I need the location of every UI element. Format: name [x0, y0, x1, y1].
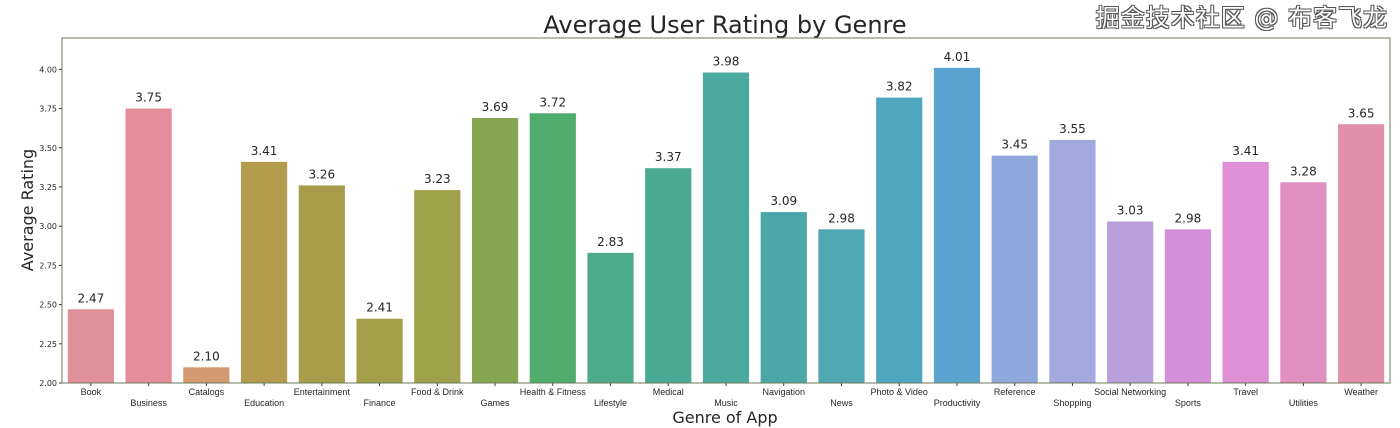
data-label: 3.82	[886, 80, 913, 94]
data-label: 3.03	[1117, 203, 1144, 217]
x-tick-label: Entertainment	[294, 387, 351, 397]
bar	[1049, 139, 1096, 383]
y-tick-label: 3.25	[39, 183, 57, 192]
y-tick-label: 2.50	[39, 301, 57, 310]
data-label: 2.41	[366, 301, 393, 315]
x-tick-label: Games	[481, 398, 511, 408]
y-tick-label: 3.75	[39, 105, 57, 114]
bar	[67, 309, 114, 383]
data-label: 3.75	[135, 91, 162, 105]
x-tick-label: Medical	[653, 387, 684, 397]
data-label: 3.98	[713, 55, 740, 69]
bar	[876, 97, 923, 383]
data-label: 3.09	[770, 194, 797, 208]
bar	[529, 113, 576, 383]
bar	[760, 212, 807, 383]
x-tick-label: Lifestyle	[594, 398, 627, 408]
bar	[1280, 182, 1327, 383]
bar	[356, 318, 403, 383]
y-axis-label: Average Rating	[18, 149, 37, 271]
data-label: 3.28	[1290, 164, 1317, 178]
bar	[991, 155, 1038, 383]
data-label: 3.37	[655, 150, 682, 164]
x-tick-label: Education	[244, 398, 284, 408]
y-tick-label: 3.50	[39, 144, 57, 153]
data-label: 3.26	[308, 167, 335, 181]
bar	[125, 108, 172, 384]
data-label: 2.47	[78, 291, 105, 305]
y-tick-label: 2.25	[39, 340, 57, 349]
bar	[298, 185, 345, 383]
bar	[240, 161, 288, 383]
data-label: 3.41	[251, 144, 278, 158]
x-tick-label: Social Networking	[1094, 387, 1166, 397]
bar	[702, 72, 750, 383]
x-tick-label: Utilities	[1289, 398, 1319, 408]
watermark: 掘金技术社区 @ 布客飞龙	[1095, 4, 1388, 32]
data-label: 2.98	[828, 211, 855, 225]
bar	[818, 229, 865, 383]
bar	[471, 117, 519, 384]
data-label: 3.23	[424, 172, 451, 186]
x-tick-label: Catalogs	[189, 387, 225, 397]
x-tick-label: News	[830, 398, 853, 408]
bar	[1338, 124, 1385, 383]
x-axis-label: Genre of App	[672, 408, 777, 427]
x-tick-label: Productivity	[934, 398, 981, 408]
data-label: 3.55	[1059, 122, 1086, 136]
plot-frame	[61, 37, 1391, 384]
data-label: 2.10	[193, 349, 220, 363]
data-label: 2.83	[597, 235, 624, 249]
x-tick-label: Reference	[994, 387, 1036, 397]
bar	[1164, 229, 1212, 383]
x-tick-label: Finance	[364, 398, 396, 408]
x-tick-label: Photo & Video	[871, 387, 928, 397]
chart-title: Average User Rating by Genre	[543, 11, 906, 39]
x-tick-label: Travel	[1233, 387, 1258, 397]
x-tick-label: Food & Drink	[411, 387, 464, 397]
data-label: 3.69	[482, 100, 509, 114]
bar	[1222, 161, 1269, 383]
x-tick-label: Sports	[1175, 398, 1202, 408]
bar	[587, 252, 634, 383]
data-label: 4.01	[944, 50, 971, 64]
x-tick-label: Health & Fitness	[520, 387, 587, 397]
data-label: 3.65	[1348, 106, 1375, 120]
x-tick-label: Shopping	[1053, 398, 1091, 408]
y-tick-label: 2.00	[39, 379, 57, 388]
y-tick-label: 3.00	[39, 222, 57, 231]
data-label: 3.45	[1001, 138, 1028, 152]
x-tick-label: Navigation	[762, 387, 805, 397]
bar	[414, 190, 461, 383]
data-label: 2.98	[1175, 211, 1202, 225]
bar	[933, 67, 981, 383]
x-tick-label: Book	[81, 387, 102, 397]
y-tick-label: 4.00	[39, 65, 57, 74]
data-label: 3.41	[1232, 144, 1259, 158]
bar	[183, 367, 230, 383]
x-tick-label: Weather	[1344, 387, 1378, 397]
x-tick-label: Music	[714, 398, 738, 408]
y-tick-label: 2.75	[39, 261, 57, 270]
bar	[645, 168, 692, 383]
bar	[1107, 221, 1154, 383]
x-tick-label: Business	[130, 398, 167, 408]
data-label: 3.72	[539, 95, 566, 109]
